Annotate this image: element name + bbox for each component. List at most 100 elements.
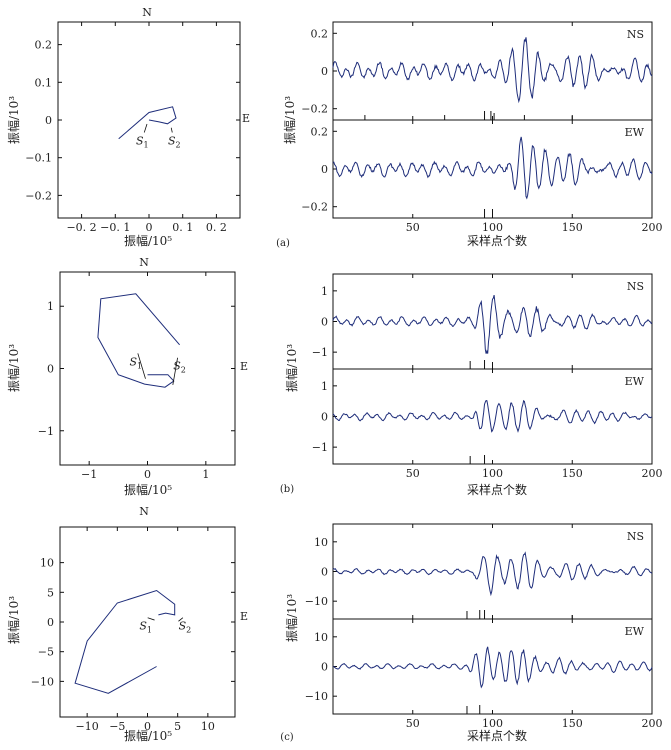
waveform-frame bbox=[332, 618, 653, 715]
hodogram-s1-label: S1 bbox=[139, 620, 152, 635]
hodogram-s2-label: S2 bbox=[179, 620, 192, 635]
hodogram-x-tick-label: −1 bbox=[81, 468, 97, 481]
hodogram-y-tick-label: 0.1 bbox=[35, 76, 53, 89]
waveform-ns-component: 1 0 −1 NS bbox=[312, 273, 653, 370]
waveform-y-tick-label: −1 bbox=[312, 346, 328, 359]
hodogram-s1-label: S1 bbox=[136, 135, 149, 150]
hodogram-s1-label: S1 bbox=[130, 355, 143, 370]
panel-2: −1 0 110−1S1 S2NE振幅/10⁵振幅/10³10−1NS10−1EW50… bbox=[6, 256, 663, 497]
hodogram-y-tick-label: −10 bbox=[31, 675, 54, 688]
waveform-y-tick-label: −0.2 bbox=[301, 103, 328, 116]
waveform-component-label: EW bbox=[625, 126, 645, 139]
hodogram-x-tick-label: 1 bbox=[202, 468, 209, 481]
waveform-x-tick-label: 150 bbox=[562, 467, 583, 480]
hodogram-x-tick-label: 0. 2 bbox=[206, 221, 227, 234]
waveform-y-tick-label: 10 bbox=[314, 536, 328, 549]
s1-subscript: 1 bbox=[147, 626, 152, 635]
waveform-x-tick-label: 200 bbox=[642, 717, 663, 730]
hodogram-x-tick-label: −0. 1 bbox=[100, 221, 130, 234]
hodogram-x-tick-label: 0 bbox=[144, 468, 151, 481]
hodogram-x-tick-label: 5 bbox=[174, 720, 181, 733]
s2-letter: S bbox=[179, 620, 187, 633]
hodogram-s1-pointer bbox=[147, 617, 155, 621]
waveform-y-tick-label: 0.2 bbox=[311, 27, 329, 40]
waveform-component-label: NS bbox=[627, 530, 644, 543]
hodogram-s2-pointer bbox=[172, 357, 178, 386]
s1-letter: S bbox=[139, 620, 147, 633]
waveform-ns-trace bbox=[332, 551, 653, 597]
figure-root: −0. 2 −0. 1 0 0. 1 0. 20.20.10−0.1−0.2S1 S2NE… bbox=[6, 6, 663, 743]
hodogram-y-tick-label: 0 bbox=[47, 363, 54, 376]
s2-letter: S bbox=[173, 360, 181, 373]
waveform-y-tick-label: 0 bbox=[321, 163, 328, 176]
hodogram-frame bbox=[59, 271, 236, 466]
hodogram-s1-pointer bbox=[137, 353, 146, 379]
hodogram-s1-pointer bbox=[143, 123, 148, 133]
hodogram-plot: −0. 2 −0. 1 0 0. 1 0. 20.20.10−0.1−0.2S1 S2NE… bbox=[6, 6, 250, 248]
waveform-ns-trace bbox=[332, 37, 653, 104]
waveform-ns-component: 0.2 0 −0.2 NS bbox=[301, 21, 653, 121]
panel-label: (c) bbox=[280, 732, 294, 743]
s1-letter: S bbox=[130, 355, 138, 368]
waveform-y-tick-label: 0 bbox=[321, 411, 328, 424]
waveform-x-tick-label: 50 bbox=[406, 717, 420, 730]
hodogram-y-axis-label: 振幅/10³ bbox=[6, 344, 21, 392]
hodogram-s2-pointer bbox=[178, 617, 184, 622]
s1-subscript: 1 bbox=[143, 141, 148, 150]
panel-1: −0. 2 −0. 1 0 0. 1 0. 2 0.2 0.1 0 −0.1 −0.2 S1 S2 N E… bbox=[6, 6, 663, 249]
waveform-x-tick-label: 150 bbox=[562, 717, 583, 730]
waveform-ns-trace bbox=[332, 294, 653, 354]
waveform-ew-component: 0.2 0 −0.2 EW bbox=[301, 119, 653, 219]
hodogram-x-tick-label: 0 bbox=[146, 221, 153, 234]
hodogram-particle-motion bbox=[97, 293, 180, 388]
hodogram-x-tick-label: −10 bbox=[76, 720, 99, 733]
hodogram-x-axis-label: 振幅/10⁵ bbox=[124, 482, 172, 497]
waveform-y-tick-label: −10 bbox=[305, 690, 328, 703]
hodogram-y-axis-label: 振幅/10³ bbox=[6, 96, 21, 144]
waveform-x-tick-label: 100 bbox=[482, 467, 503, 480]
hodogram-x-tick-label: 0 bbox=[144, 720, 151, 733]
waveform-plot: 0.2 0 −0.2 NS 0.2 0 −0.2 EW 50 100 150 200 采样点个数 振幅/1… bbox=[282, 21, 663, 248]
waveform-y-tick-label: 0.2 bbox=[311, 125, 329, 138]
hodogram-north-label: N bbox=[142, 6, 152, 19]
waveform-x-tick-label: 100 bbox=[482, 717, 503, 730]
waveform-plot: 1 0 −1 NS 1 0 −1 EW 50 100 150 200 采样点个数 振幅/10³ bbox=[284, 273, 663, 497]
waveform-x-tick-label: 150 bbox=[562, 221, 583, 234]
hodogram-x-tick-label: −0. 2 bbox=[66, 221, 96, 234]
waveform-y-tick-label: −1 bbox=[312, 441, 328, 454]
panel-label: (b) bbox=[280, 484, 294, 495]
hodogram-s2-pointer bbox=[170, 127, 173, 133]
s2-subscript: 2 bbox=[186, 626, 191, 635]
hodogram-x-axis-label: 振幅/10⁵ bbox=[124, 233, 172, 248]
waveform-x-tick-label: 100 bbox=[482, 221, 503, 234]
waveform-ns-component: 10 0 −10 NS bbox=[305, 523, 653, 620]
waveform-ew-trace bbox=[332, 646, 653, 689]
waveform-x-tick-label: 200 bbox=[642, 221, 663, 234]
hodogram-y-tick-label: −1 bbox=[38, 425, 54, 438]
hodogram-east-label: E bbox=[240, 360, 248, 373]
waveform-y-tick-label: 1 bbox=[321, 285, 328, 298]
hodogram-east-label: E bbox=[240, 610, 248, 623]
waveform-component-label: EW bbox=[625, 625, 645, 638]
waveform-x-tick-label: 200 bbox=[642, 467, 663, 480]
hodogram-particle-motion bbox=[74, 589, 176, 694]
waveform-ew-component: 1 0 −1 EW bbox=[312, 368, 653, 465]
s2-letter: S bbox=[168, 135, 176, 148]
hodogram-x-tick-label: −5 bbox=[109, 720, 125, 733]
waveform-y-tick-label: −10 bbox=[305, 595, 328, 608]
s2-subscript: 2 bbox=[181, 366, 186, 375]
waveform-y-axis-label: 振幅/10³ bbox=[284, 594, 299, 642]
waveform-y-tick-label: 0 bbox=[321, 661, 328, 674]
waveform-ew-trace bbox=[332, 399, 653, 433]
hodogram-y-tick-label: −0.1 bbox=[25, 152, 52, 165]
s2-subscript: 2 bbox=[176, 141, 181, 150]
hodogram-s2-label: S2 bbox=[173, 360, 186, 375]
hodogram-x-tick-label: 0. 1 bbox=[172, 221, 193, 234]
waveform-x-axis-label: 采样点个数 bbox=[467, 728, 527, 743]
waveform-y-axis-label: 振幅/10³ bbox=[284, 344, 299, 392]
waveform-x-tick-label: 50 bbox=[406, 467, 420, 480]
